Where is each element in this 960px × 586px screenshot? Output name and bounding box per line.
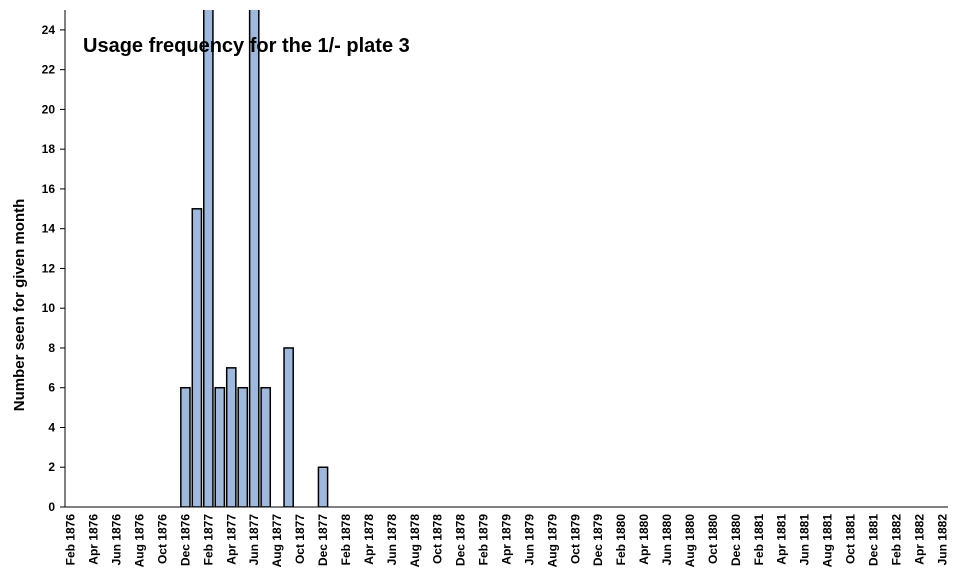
x-tick-label: Oct 1878 (431, 514, 445, 564)
x-tick-label: Apr 1876 (87, 514, 101, 565)
bar (260, 386, 272, 507)
bar (191, 208, 203, 507)
y-tick-label: 2 (48, 460, 55, 474)
bar (237, 386, 249, 507)
bar (203, 10, 214, 507)
x-tick-label: Feb 1876 (64, 514, 78, 566)
x-tick-label: Aug 1881 (821, 514, 835, 568)
x-tick-label: Feb 1879 (477, 514, 491, 566)
x-tick-label: Aug 1878 (408, 514, 422, 568)
y-tick-label: 14 (42, 222, 56, 236)
x-tick-label: Aug 1879 (545, 514, 559, 568)
bar (248, 10, 260, 507)
x-tick-label: Aug 1877 (270, 514, 284, 568)
x-tick-label: Aug 1876 (133, 514, 147, 568)
bar (317, 466, 329, 507)
y-tick-label: 20 (42, 102, 56, 116)
x-tick-label: Jun 1878 (385, 514, 399, 566)
x-tick-label: Dec 1880 (729, 514, 743, 566)
y-tick-label: 10 (42, 301, 56, 315)
y-tick-label: 22 (42, 63, 56, 77)
x-tick-label: Jun 1877 (247, 514, 261, 566)
x-tick-label: Apr 1878 (362, 514, 376, 565)
y-tick-label: 18 (42, 142, 56, 156)
x-tick-label: Dec 1881 (866, 514, 880, 566)
y-axis-label: Number seen for given month (11, 199, 28, 412)
x-tick-label: Jun 1879 (522, 514, 536, 566)
x-tick-label: Oct 1876 (155, 514, 169, 564)
y-tick-label: 4 (48, 420, 55, 434)
x-tick-label: Feb 1878 (339, 514, 353, 566)
y-tick-label: 12 (42, 261, 56, 275)
x-tick-label: Dec 1878 (454, 514, 468, 566)
x-tick-label: Jun 1881 (798, 514, 812, 566)
x-tick-label: Jun 1880 (660, 514, 674, 566)
x-tick-label: Oct 1880 (706, 514, 720, 564)
x-tick-label: Feb 1882 (889, 514, 903, 566)
x-tick-label: Apr 1880 (637, 514, 651, 565)
x-tick-label: Oct 1877 (293, 514, 307, 564)
x-tick-label: Oct 1881 (844, 514, 858, 564)
bar (225, 367, 237, 507)
bar (180, 386, 191, 507)
y-tick-label: 24 (42, 23, 56, 37)
x-tick-label: Apr 1881 (775, 514, 789, 565)
x-tick-label: Feb 1877 (201, 514, 215, 566)
y-tick-label: 0 (48, 500, 55, 514)
x-tick-label: Apr 1882 (912, 514, 926, 565)
x-tick-label: Apr 1877 (224, 514, 238, 565)
y-tick-label: 16 (42, 182, 56, 196)
bar (214, 386, 226, 507)
y-tick-label: 8 (48, 341, 55, 355)
bar (283, 347, 294, 507)
x-tick-label: Oct 1879 (568, 514, 582, 564)
x-tick-label: Dec 1877 (316, 514, 330, 566)
x-tick-label: Aug 1880 (683, 514, 697, 568)
x-tick-label: Jun 1882 (935, 514, 949, 566)
x-tick-label: Feb 1881 (752, 514, 766, 566)
chart-title: Usage frequency for the 1/- plate 3 (83, 35, 410, 57)
x-tick-label: Jun 1876 (110, 514, 124, 566)
x-tick-label: Dec 1879 (591, 514, 605, 566)
bars (180, 10, 329, 507)
x-tick-label: Dec 1876 (178, 514, 192, 566)
x-tick-label: Feb 1880 (614, 514, 628, 566)
y-tick-label: 6 (48, 381, 55, 395)
x-tick-label: Apr 1879 (500, 514, 514, 565)
